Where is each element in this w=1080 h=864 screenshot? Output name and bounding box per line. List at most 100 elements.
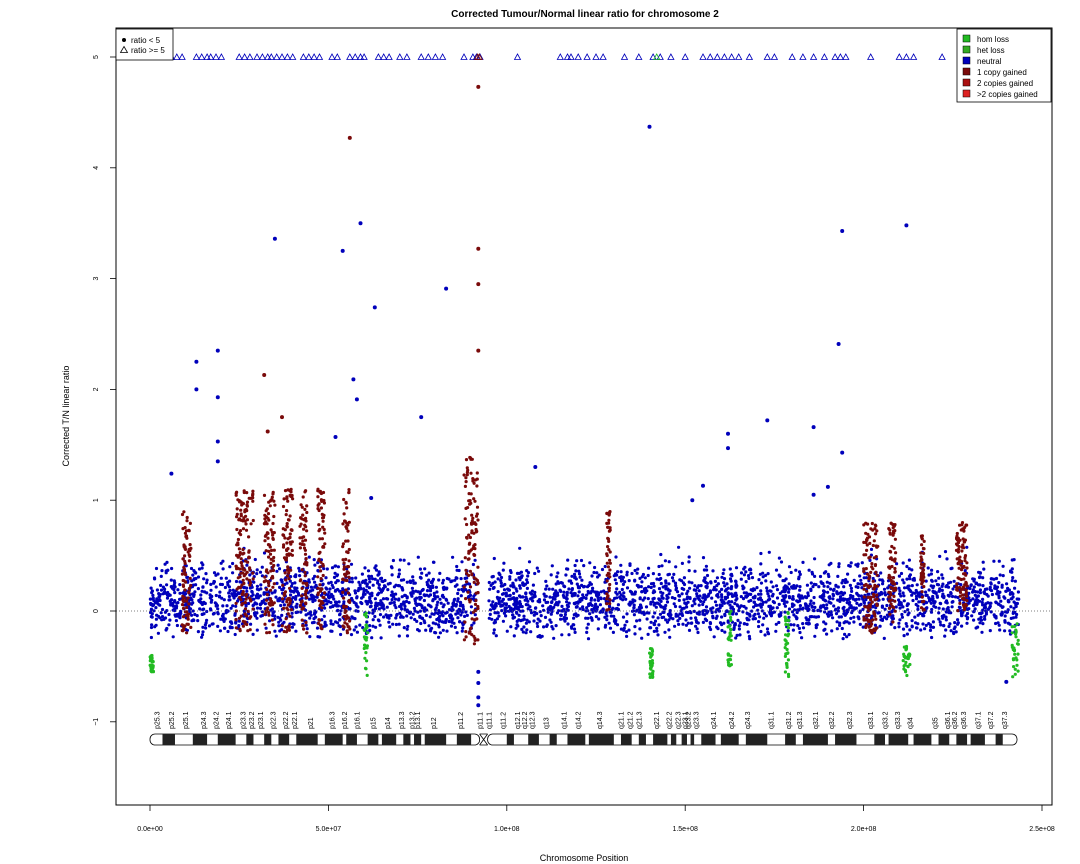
neutral-point (149, 625, 154, 630)
gain-point (237, 553, 242, 557)
neutral-point (604, 611, 608, 616)
gain-point (474, 530, 478, 534)
neutral-point (818, 574, 823, 579)
neutral-point (668, 635, 672, 639)
neutral-point (499, 575, 504, 580)
neutral-point (798, 585, 802, 589)
outlier-point (690, 498, 695, 503)
neutral-point (729, 579, 733, 583)
gain-point (303, 570, 307, 575)
neutral-point (968, 586, 972, 591)
neutral-point (619, 570, 623, 574)
neutral-point (981, 584, 985, 588)
gain-point (242, 516, 246, 520)
neutral-point (635, 571, 639, 575)
neutral-point (417, 629, 421, 633)
neutral-point (275, 569, 279, 573)
neutral-point (841, 606, 845, 611)
gain-point (348, 600, 352, 605)
ideogram-band-label: q33.2 (883, 711, 890, 729)
ideogram-band-label: p21 (308, 717, 315, 729)
neutral-point (427, 578, 431, 582)
neutral-point (715, 614, 719, 618)
neutral-point (908, 628, 912, 632)
neutral-point (759, 562, 763, 566)
neutral-point (564, 617, 568, 621)
neutral-point (769, 580, 773, 584)
neutral-point (939, 623, 943, 627)
triangle-point (649, 53, 657, 60)
gain-point (892, 594, 896, 599)
gain-point (890, 604, 894, 609)
neutral-point (559, 581, 563, 585)
neutral-point (956, 595, 960, 600)
neutral-point (536, 635, 540, 639)
neutral-point (784, 594, 788, 598)
gain-point (305, 529, 309, 533)
neutral-point (469, 605, 473, 609)
gain-point (467, 573, 471, 578)
neutral-point (826, 585, 830, 589)
neutral-point (219, 617, 223, 621)
neutral-point (563, 585, 567, 589)
neutral-point (161, 592, 165, 596)
het-loss-point (902, 654, 906, 658)
neutral-point (258, 570, 263, 574)
outlier-point (280, 415, 284, 420)
neutral-point (237, 591, 241, 596)
neutral-point (403, 593, 407, 598)
neutral-point (910, 624, 914, 628)
neutral-point (675, 590, 680, 594)
ideogram-band-label: q31.2 (786, 711, 793, 729)
neutral-point (471, 562, 475, 567)
het-loss-point (904, 644, 909, 649)
gain-point (960, 549, 964, 553)
gain-point (959, 559, 964, 564)
neutral-point (952, 630, 956, 635)
neutral-point (806, 591, 810, 595)
gain-point (298, 536, 302, 540)
neutral-point (677, 622, 681, 627)
neutral-point (149, 635, 153, 640)
ideogram-band-label: p13.3 (399, 711, 406, 729)
gain-point (270, 548, 274, 553)
gain-point (316, 495, 320, 499)
neutral-point (274, 595, 278, 599)
neutral-point (907, 587, 911, 591)
neutral-point (949, 611, 953, 615)
gain-point (287, 625, 291, 630)
gain-point (244, 522, 248, 526)
gain-point (608, 561, 612, 565)
neutral-point (762, 616, 766, 620)
gain-point (272, 582, 276, 586)
neutral-point (764, 579, 768, 583)
gain-point (234, 564, 238, 568)
neutral-point (960, 614, 964, 618)
gain-point (286, 566, 290, 571)
neutral-point (582, 584, 587, 589)
gain-point (239, 561, 243, 565)
neutral-point (403, 607, 407, 612)
gain-point (271, 585, 275, 589)
neutral-point (670, 576, 675, 580)
neutral-point (680, 592, 684, 596)
triangle-point (513, 53, 522, 60)
neutral-point (734, 612, 739, 616)
gain-point (954, 548, 959, 553)
neutral-point (297, 566, 301, 570)
outlier-point (904, 223, 909, 228)
neutral-point (748, 567, 752, 571)
gain-point (467, 492, 471, 496)
neutral-point (782, 596, 786, 601)
neutral-point (787, 615, 791, 619)
neutral-point (731, 607, 736, 612)
neutral-point (405, 596, 409, 600)
neutral-point (515, 619, 519, 624)
ideogram-dark-band (938, 734, 950, 745)
gain-point (869, 624, 873, 628)
neutral-point (373, 604, 378, 608)
neutral-point (324, 576, 328, 580)
triangle-point (328, 53, 336, 60)
neutral-point (674, 565, 678, 569)
neutral-point (711, 614, 715, 619)
